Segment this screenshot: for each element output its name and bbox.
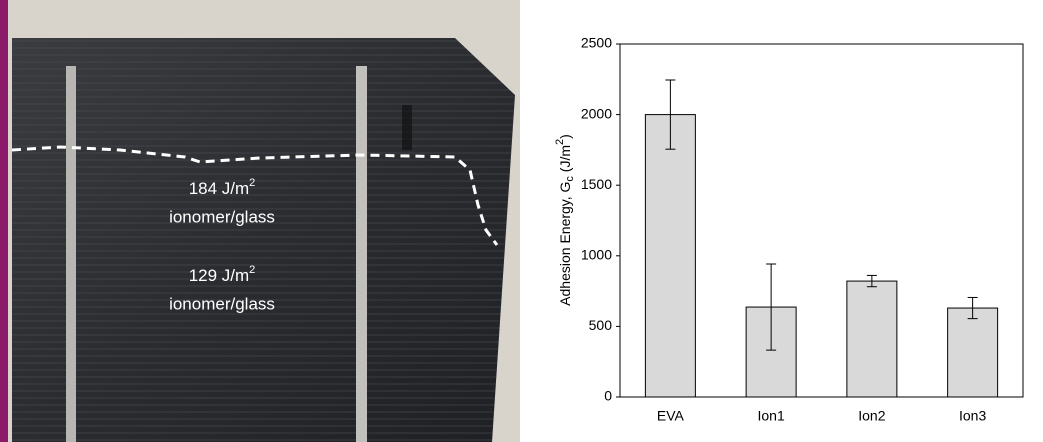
cell-mark bbox=[402, 105, 412, 150]
y-tick-label: 2000 bbox=[581, 105, 612, 121]
x-tick-label: Ion2 bbox=[858, 408, 885, 424]
y-axis-label: Adhesion Energy, Gc (J/m2) bbox=[554, 134, 576, 306]
annotation-label: ionomer/glass bbox=[169, 294, 275, 313]
bar bbox=[948, 308, 998, 397]
y-tick-label: 2500 bbox=[581, 35, 612, 51]
y-tick-label: 0 bbox=[604, 388, 612, 404]
annotation-value: 184 J/m bbox=[189, 179, 249, 198]
y-label-unit: (J/m bbox=[557, 145, 573, 176]
page: 184 J/m2 ionomer/glass 129 J/m2 ionomer/… bbox=[0, 0, 1043, 442]
bar bbox=[847, 281, 897, 397]
chart: Adhesion Energy, Gc (J/m2) 0 500 1000 1500 2… bbox=[554, 35, 1023, 424]
annotation-energy: 184 J/m2 bbox=[189, 177, 256, 199]
x-tick-label: Ion3 bbox=[959, 408, 986, 424]
busbar bbox=[356, 66, 367, 442]
photo: 184 J/m2 ionomer/glass 129 J/m2 ionomer/… bbox=[0, 0, 520, 442]
y-tick-label: 1500 bbox=[581, 176, 612, 192]
busbar bbox=[66, 66, 76, 442]
annotation-sup: 2 bbox=[249, 177, 255, 189]
y-tick-label: 500 bbox=[589, 317, 613, 333]
annotation-label: ionomer/glass bbox=[169, 207, 275, 226]
x-tick-label: EVA bbox=[657, 408, 685, 424]
bar bbox=[645, 115, 695, 397]
y-label-main: Adhesion Energy, G bbox=[557, 182, 573, 306]
y-tick-label: 1000 bbox=[581, 247, 612, 263]
annotation-energy: 129 J/m2 bbox=[189, 264, 256, 286]
annotation-sup: 2 bbox=[249, 264, 255, 276]
x-tick-label: Ion1 bbox=[758, 408, 785, 424]
annotation-value: 129 J/m bbox=[189, 266, 249, 285]
y-label-close: ) bbox=[557, 134, 573, 139]
side-border bbox=[0, 0, 8, 442]
cell-grooves bbox=[12, 38, 515, 442]
figure: 184 J/m2 ionomer/glass 129 J/m2 ionomer/… bbox=[0, 0, 1043, 442]
